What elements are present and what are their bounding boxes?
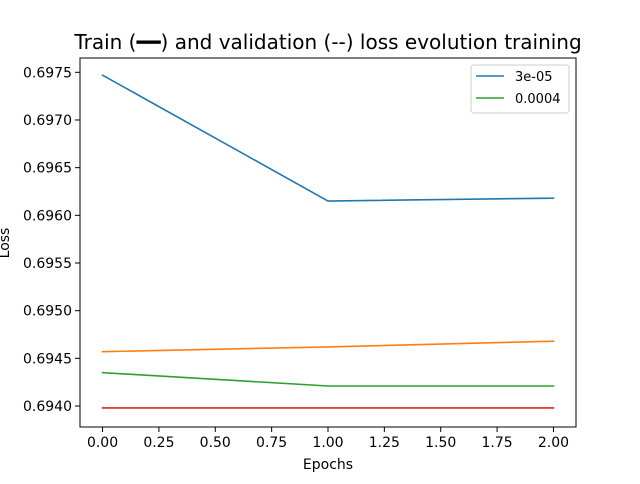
plot-area — [101, 74, 555, 409]
y-tick-label: 0.6965 — [23, 161, 72, 177]
series-line-1 — [101, 340, 555, 353]
x-tick-label: 1.50 — [425, 435, 456, 451]
x-axis: 0.00 0.25 0.50 0.75 1.00 1.25 1.50 1.75 2.00 — [87, 427, 569, 451]
x-tick-label: 0.25 — [143, 435, 174, 451]
x-tick-label: 2.00 — [538, 435, 569, 451]
y-axis-label: Loss — [0, 228, 13, 259]
x-tick-label: 1.25 — [369, 435, 400, 451]
series-line-2 — [101, 371, 555, 387]
y-tick-label: 0.6945 — [23, 351, 72, 367]
x-tick-label: 1.75 — [482, 435, 513, 451]
legend-label: 3e-05 — [515, 70, 553, 85]
legend: 3e-05 0.0004 — [470, 64, 570, 114]
y-axis: 0.6940 0.6945 0.6950 0.6955 0.6960 0.6965 0.69… — [23, 65, 80, 415]
y-tick-label: 0.6960 — [23, 208, 72, 224]
legend-box — [470, 64, 570, 114]
y-tick-label: 0.6955 — [23, 256, 72, 272]
x-tick-label: 0.00 — [87, 435, 118, 451]
series-line-0 — [101, 74, 555, 202]
y-tick-label: 0.6975 — [23, 65, 72, 81]
chart-title: Train (━━) and validation (--) loss evol… — [73, 30, 581, 54]
y-tick-label: 0.6950 — [23, 304, 72, 320]
x-tick-label: 0.75 — [256, 435, 287, 451]
legend-label: 0.0004 — [515, 92, 561, 107]
x-axis-label: Epochs — [303, 457, 353, 473]
x-tick-label: 0.50 — [200, 435, 231, 451]
y-tick-label: 0.6970 — [23, 113, 72, 129]
y-tick-label: 0.6940 — [23, 399, 72, 415]
x-tick-label: 1.00 — [312, 435, 343, 451]
